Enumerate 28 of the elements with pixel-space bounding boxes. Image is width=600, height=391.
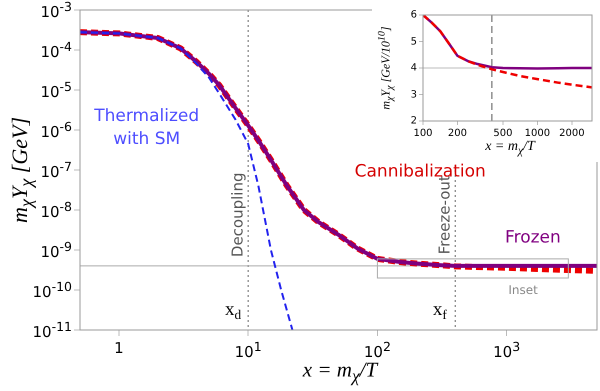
x-tick-label: 1 bbox=[114, 339, 124, 357]
y-tick-label: 10$^{-9}$ bbox=[40, 238, 72, 261]
x-tick-label: 2000 bbox=[559, 128, 585, 139]
annotation: Inset bbox=[508, 283, 538, 298]
y-tick-label: 10$^{-10}$ bbox=[32, 278, 72, 301]
y-tick-label: 10$^{-8}$ bbox=[40, 198, 72, 221]
x-axis-title: x = m$_{χ}$/T bbox=[485, 139, 535, 157]
y-tick-label: 4 bbox=[410, 62, 417, 74]
ref-line-label: Decoupling bbox=[228, 172, 247, 258]
annotation: Thermalized with SM bbox=[93, 106, 200, 149]
ref-line-label: Freeze-out bbox=[436, 175, 454, 254]
annotation: Frozen bbox=[505, 228, 561, 248]
y-tick-label: 10$^{-4}$ bbox=[40, 38, 72, 61]
y-tick-label: 10$^{-3}$ bbox=[40, 0, 72, 21]
x-tick-label: 100 bbox=[413, 128, 433, 139]
y-tick-label: 6 bbox=[410, 10, 417, 20]
x-tick-label: 500 bbox=[493, 128, 513, 139]
y-tick-label: 5 bbox=[410, 36, 417, 47]
y-tick-label: 10$^{-7}$ bbox=[40, 158, 72, 181]
y-tick-label: 2 bbox=[410, 116, 417, 126]
y-tick-label: 3 bbox=[410, 89, 417, 100]
x-tick-label: 10$^{3}$ bbox=[493, 339, 520, 361]
x-tick-label: 10$^{1}$ bbox=[234, 339, 262, 361]
y-tick-label: 10$^{-6}$ bbox=[40, 118, 72, 141]
y-tick-label: 10$^{-5}$ bbox=[40, 78, 72, 101]
x-tick-label: 200 bbox=[448, 128, 467, 139]
x-tick-label: 1000 bbox=[524, 128, 550, 139]
y-tick-label: 10$^{-11}$ bbox=[32, 318, 72, 341]
